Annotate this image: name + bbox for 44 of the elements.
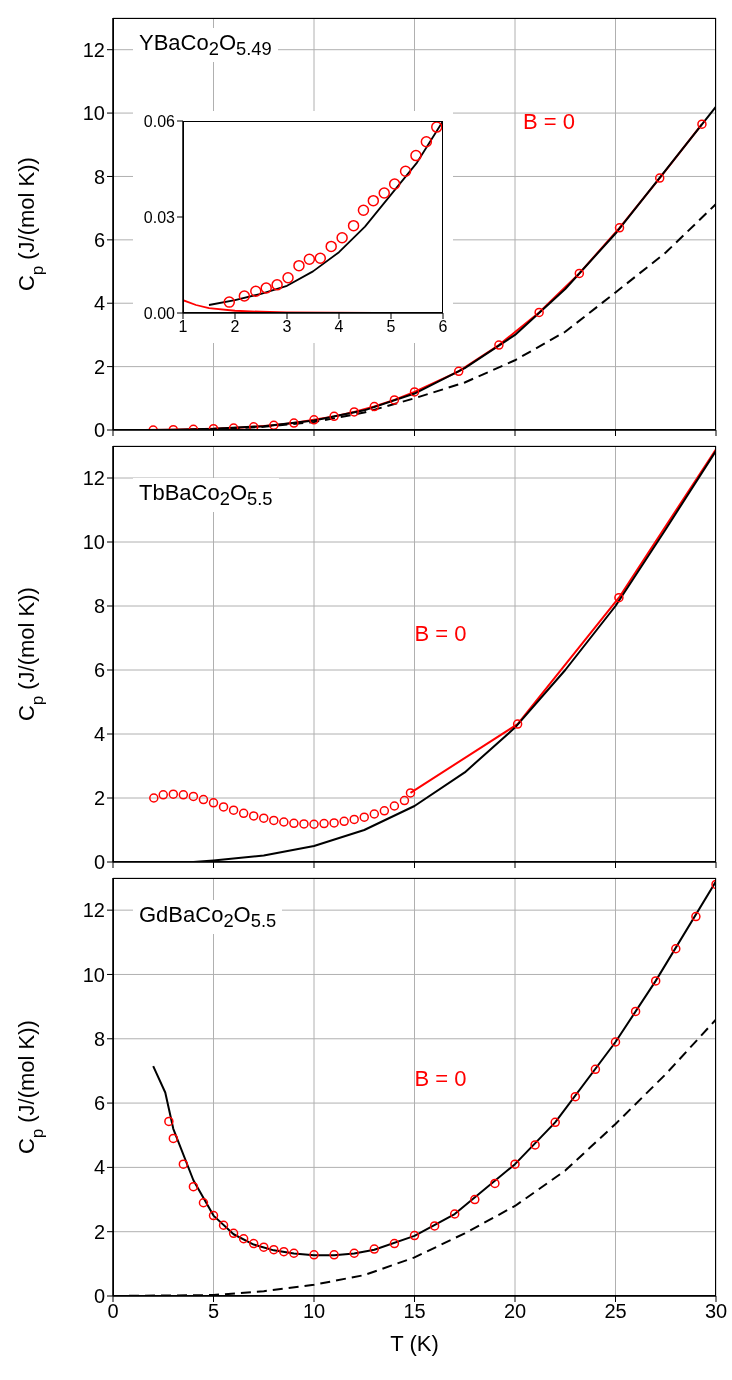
y-tick-label: 10 — [82, 102, 105, 125]
x-axis-title: T (K) — [390, 1331, 439, 1356]
x-tick-label: 4 — [334, 318, 344, 336]
x-tick-label: 2 — [230, 318, 240, 336]
annotation: B = 0 — [523, 108, 576, 135]
y-tick-label: 10 — [82, 963, 105, 986]
text: GdBaCo$_{2}$O$_{5.5}$ — [133, 900, 283, 935]
y-tick-label: 12 — [82, 467, 105, 490]
text: YBaCo$_{2}$O$_{5.49}$ — [133, 28, 278, 63]
annotation: B = 0 — [414, 1066, 467, 1093]
y-tick-label: 8 — [93, 1027, 105, 1050]
x-tick-label: 0 — [107, 1300, 119, 1323]
y-tick-label: 0 — [93, 851, 105, 874]
y-tick-label: 12 — [82, 899, 105, 922]
y-tick-label: 6 — [93, 659, 105, 682]
y-tick-label: 8 — [93, 595, 105, 618]
y-tick-label: 8 — [93, 165, 105, 188]
y-tick-label: 0 — [93, 1285, 105, 1308]
y-tick-label: 2 — [93, 787, 105, 810]
y-tick-label: 4 — [93, 723, 105, 746]
x-tick-label: 25 — [604, 1300, 627, 1323]
y-tick-label: 0.03 — [143, 208, 176, 226]
y-tick-label: 0 — [93, 419, 105, 442]
y-tick-label: 2 — [93, 355, 105, 378]
x-tick-label: 15 — [403, 1300, 426, 1323]
x-tick-label: 20 — [503, 1300, 527, 1323]
y-tick-label: 10 — [82, 531, 105, 554]
y-tick-label: 4 — [93, 1156, 105, 1179]
text: TbBaCo$_{2}$O$_{5.5}$ — [133, 478, 279, 513]
y-tick-label: 6 — [93, 228, 105, 251]
y-tick-label: 2 — [93, 1220, 105, 1243]
x-tick-label: 3 — [282, 318, 292, 336]
x-tick-label: 5 — [386, 318, 396, 336]
x-tick-label: 1 — [178, 318, 188, 336]
y-tick-label: 0.00 — [143, 304, 176, 322]
x-tick-label: 10 — [302, 1300, 326, 1323]
annotation: B = 0 — [414, 620, 467, 647]
x-tick-label: 30 — [704, 1300, 728, 1323]
y-tick-label: 4 — [93, 292, 105, 315]
y-tick-label: 0.06 — [143, 112, 176, 130]
x-tick-label: 5 — [207, 1300, 220, 1323]
y-tick-label: 6 — [93, 1092, 105, 1115]
x-tick-label: 6 — [438, 318, 448, 336]
y-tick-label: 12 — [82, 38, 105, 61]
